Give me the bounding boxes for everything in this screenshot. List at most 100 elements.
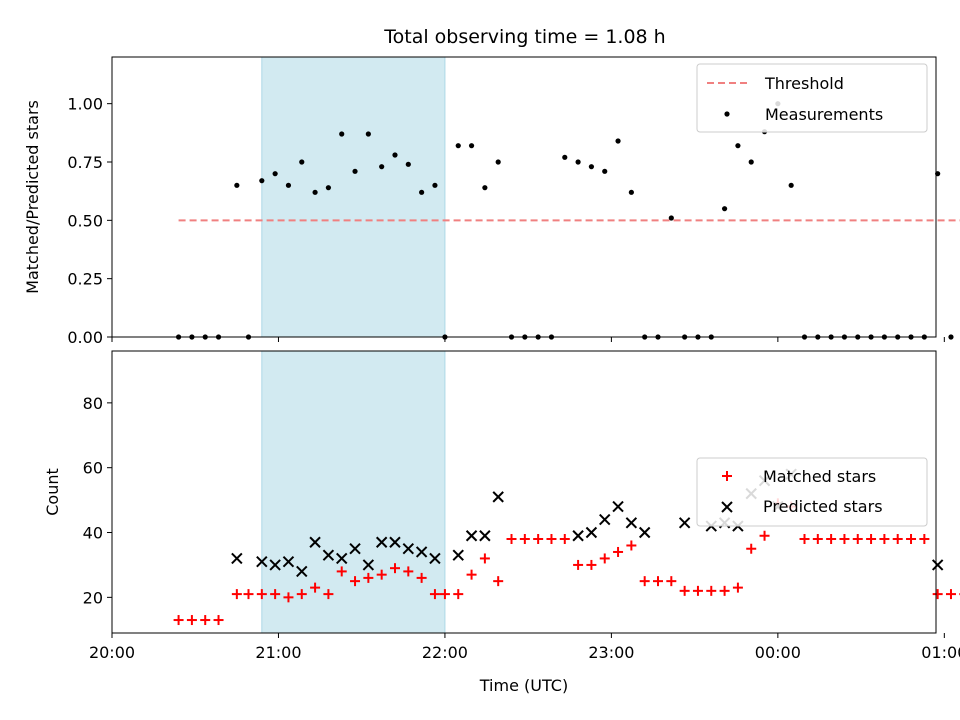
matched-star-point — [746, 543, 757, 554]
measurement-point — [285, 182, 292, 188]
predicted-star-point — [415, 546, 428, 558]
threshold-legend-label: Threshold — [764, 74, 844, 93]
predicted-star-point — [492, 491, 504, 503]
matched-star-point — [599, 553, 610, 564]
predicted-point-stroke — [415, 546, 428, 558]
matched-star-point — [945, 589, 956, 600]
matched-star-point — [613, 546, 624, 557]
matched-star-point — [296, 589, 307, 600]
predicted-point-stroke — [429, 552, 441, 565]
matched-star-point — [812, 534, 823, 544]
matched-star-point — [323, 589, 334, 600]
bottom-legend: Matched stars Predicted stars — [696, 457, 928, 527]
x-tick-label: 22:00 — [422, 643, 468, 662]
bottom-y-axis-label: Count — [43, 468, 62, 516]
matched-legend-label: Matched stars — [763, 467, 876, 486]
bottom-y-tick-label: 80 — [83, 394, 103, 413]
predicted-star-point — [402, 543, 415, 555]
top-y-axis-label: Matched/Predicted stars — [23, 100, 42, 294]
matched-star-point — [270, 589, 281, 600]
predicted-star-point — [429, 552, 441, 565]
measurement-point — [575, 159, 581, 165]
predicted-star-point — [452, 549, 464, 561]
measurement-point — [468, 143, 475, 149]
predicted-star-point — [625, 517, 638, 529]
matched-star-point — [310, 582, 321, 593]
top-panel: 0.00 0.25 0.50 0.75 1.00 Matched/Predicted s… — [23, 56, 960, 347]
predicted-star-point — [389, 536, 401, 548]
matched-star-point — [403, 566, 414, 577]
top-y-tick-label: 0.00 — [67, 328, 103, 347]
predicted-point-stroke — [231, 552, 243, 565]
predicted-star-point — [362, 559, 375, 571]
matched-star-point — [586, 559, 597, 570]
predicted-point-stroke — [572, 530, 584, 542]
measurement-point — [562, 154, 568, 160]
measurement-point — [312, 189, 318, 195]
matched-star-point — [879, 534, 890, 544]
predicted-point-stroke — [296, 565, 308, 578]
matched-star-point — [453, 589, 464, 600]
measurement-point — [272, 171, 278, 177]
x-tick-label: 21:00 — [255, 643, 301, 662]
matched-star-point — [692, 585, 703, 596]
measurement-point — [325, 185, 332, 191]
bottom-y-tick-label: 40 — [83, 524, 103, 543]
bottom-y-ticks: 20 40 60 80 — [83, 394, 112, 607]
measurement-point — [299, 159, 305, 165]
measurement-point — [455, 143, 461, 149]
measurements-legend-label: Measurements — [765, 105, 883, 124]
measurement-point — [668, 215, 674, 221]
predicted-star-point — [309, 536, 321, 548]
predicted-star-point — [322, 549, 335, 561]
x-axis-label: Time (UTC) — [479, 676, 568, 695]
predicted-point-stroke — [389, 536, 401, 548]
measurement-point — [495, 159, 501, 165]
measurement-point — [352, 168, 358, 174]
matched-star-point — [666, 576, 677, 587]
predicted-point-stroke — [269, 559, 281, 571]
matched-star-point — [439, 589, 450, 600]
matched-star-point — [493, 576, 504, 587]
predicted-star-point — [465, 530, 478, 542]
matched-star-point — [506, 534, 517, 544]
x-axis-ticks: 20:0021:0022:0023:0000:0001:0002:0003:00… — [89, 633, 960, 662]
predicted-point-stroke — [282, 555, 295, 568]
top-y-tick-label: 0.50 — [67, 211, 103, 230]
bottom-y-tick-label: 60 — [83, 459, 103, 478]
predicted-star-point — [612, 500, 624, 513]
matched-star-point — [363, 572, 374, 583]
x-tick-label: 20:00 — [89, 643, 135, 662]
measurements-legend-swatch — [724, 111, 730, 117]
matched-star-point — [479, 553, 490, 564]
measurement-point — [588, 164, 595, 170]
matched-star-point — [186, 615, 197, 626]
matched-star-point — [559, 534, 570, 544]
top-legend: Threshold Measurements — [696, 63, 928, 133]
predicted-star-point — [231, 552, 243, 565]
matched-star-point — [759, 530, 770, 541]
matched-star-point — [892, 534, 903, 544]
predicted-point-stroke — [479, 530, 491, 542]
matched-star-point — [243, 589, 254, 600]
predicted-point-stroke — [625, 517, 638, 529]
predicted-point-stroke — [402, 543, 415, 555]
predicted-star-point — [269, 559, 281, 571]
predicted-star-point — [375, 536, 388, 548]
predicted-star-point — [282, 555, 295, 568]
predicted-point-stroke — [638, 526, 651, 539]
measurement-point — [788, 182, 794, 188]
x-tick-label: 23:00 — [588, 643, 634, 662]
measurement-point — [259, 178, 265, 184]
predicted-point-stroke — [349, 543, 361, 555]
measurement-point — [602, 168, 608, 174]
matched-star-point — [639, 576, 650, 587]
predicted-point-stroke — [585, 526, 598, 539]
predicted-point-stroke — [465, 530, 478, 542]
matched-star-point — [839, 534, 850, 544]
matched-star-point — [653, 576, 664, 587]
predicted-point-stroke — [678, 517, 691, 529]
measurement-point — [748, 159, 754, 165]
measurement-point — [234, 182, 240, 188]
matched-star-point — [376, 569, 387, 580]
